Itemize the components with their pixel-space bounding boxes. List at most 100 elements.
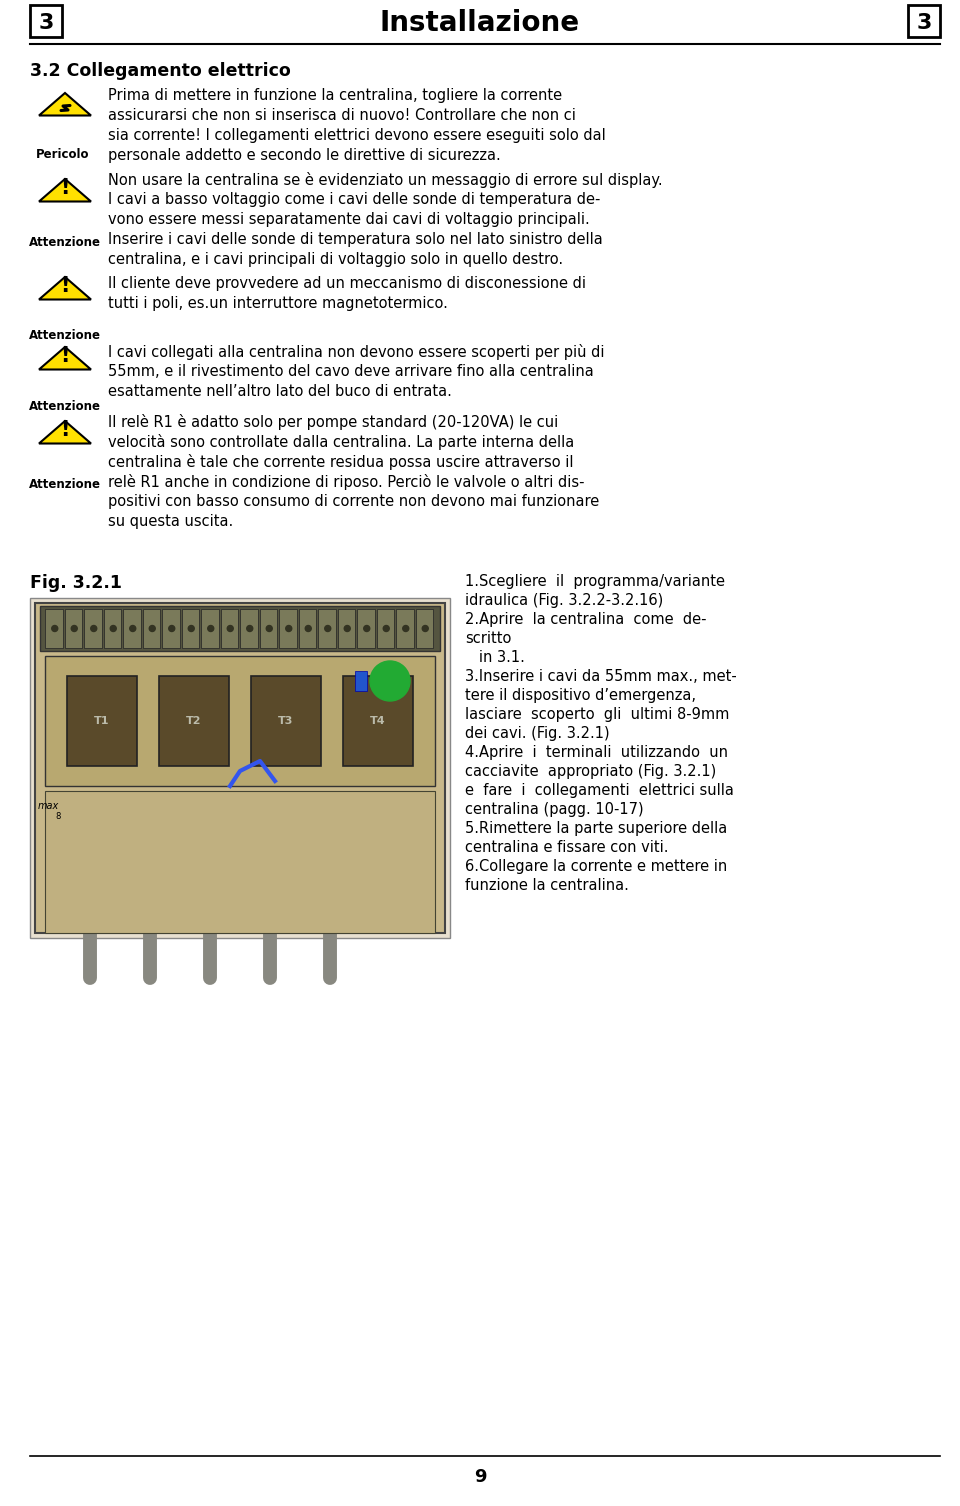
FancyBboxPatch shape xyxy=(396,608,414,648)
FancyBboxPatch shape xyxy=(338,608,355,648)
Text: Il cliente deve provvedere ad un meccanismo di disconessione di: Il cliente deve provvedere ad un meccani… xyxy=(108,276,586,291)
Text: 1.Scegliere  il  programma/variante: 1.Scegliere il programma/variante xyxy=(465,574,725,589)
Circle shape xyxy=(71,625,77,631)
FancyBboxPatch shape xyxy=(221,608,238,648)
Text: 3.2 Collegamento elettrico: 3.2 Collegamento elettrico xyxy=(30,62,291,80)
FancyBboxPatch shape xyxy=(45,791,435,934)
FancyBboxPatch shape xyxy=(908,5,940,38)
Text: T2: T2 xyxy=(186,715,202,726)
Circle shape xyxy=(110,625,116,631)
Text: 2.Aprire  la centralina  come  de-: 2.Aprire la centralina come de- xyxy=(465,611,707,626)
Text: I cavi collegati alla centralina non devono essere scoperti per più di: I cavi collegati alla centralina non dev… xyxy=(108,343,605,360)
FancyBboxPatch shape xyxy=(162,608,180,648)
FancyBboxPatch shape xyxy=(318,608,335,648)
Text: in 3.1.: in 3.1. xyxy=(465,651,525,666)
Text: 3.Inserire i cavi da 55mm max., met-: 3.Inserire i cavi da 55mm max., met- xyxy=(465,669,736,684)
FancyBboxPatch shape xyxy=(35,602,445,934)
FancyBboxPatch shape xyxy=(240,608,257,648)
Text: Il relè R1 è adatto solo per pompe standard (20-120VA) le cui: Il relè R1 è adatto solo per pompe stand… xyxy=(108,414,559,431)
FancyBboxPatch shape xyxy=(30,598,450,938)
Text: Attenzione: Attenzione xyxy=(29,236,101,248)
FancyBboxPatch shape xyxy=(357,608,374,648)
FancyBboxPatch shape xyxy=(251,676,321,767)
Circle shape xyxy=(169,625,175,631)
Circle shape xyxy=(130,625,135,631)
FancyBboxPatch shape xyxy=(355,672,367,691)
FancyBboxPatch shape xyxy=(142,608,160,648)
Circle shape xyxy=(305,625,311,631)
Text: su questa uscita.: su questa uscita. xyxy=(108,514,233,529)
Text: funzione la centralina.: funzione la centralina. xyxy=(465,878,629,893)
Polygon shape xyxy=(39,93,91,116)
Text: !: ! xyxy=(60,345,70,366)
FancyBboxPatch shape xyxy=(67,676,137,767)
Circle shape xyxy=(286,625,292,631)
Text: relè R1 anche in condizione di riposo. Perciò le valvole o altri dis-: relè R1 anche in condizione di riposo. P… xyxy=(108,474,585,489)
Circle shape xyxy=(228,625,233,631)
FancyBboxPatch shape xyxy=(299,608,316,648)
Circle shape xyxy=(266,625,273,631)
Text: scritto: scritto xyxy=(465,631,512,646)
Text: !: ! xyxy=(60,178,70,197)
Text: Attenzione: Attenzione xyxy=(29,477,101,491)
Polygon shape xyxy=(39,422,91,443)
Text: T4: T4 xyxy=(371,715,386,726)
Polygon shape xyxy=(39,277,91,300)
Text: sia corrente! I collegamenti elettrici devono essere eseguiti solo dal: sia corrente! I collegamenti elettrici d… xyxy=(108,128,606,143)
Text: tutti i poli, es.un interruttore magnetotermico.: tutti i poli, es.un interruttore magneto… xyxy=(108,297,448,312)
Polygon shape xyxy=(39,179,91,202)
Text: velocità sono controllate dalla centralina. La parte interna della: velocità sono controllate dalla centrali… xyxy=(108,434,574,450)
Text: T3: T3 xyxy=(278,715,294,726)
FancyBboxPatch shape xyxy=(279,608,297,648)
Text: Non usare la centralina se è evidenziato un messaggio di errore sul display.: Non usare la centralina se è evidenziato… xyxy=(108,172,662,188)
Circle shape xyxy=(324,625,331,631)
FancyBboxPatch shape xyxy=(343,676,413,767)
Text: 4.Aprire  i  terminali  utilizzando  un: 4.Aprire i terminali utilizzando un xyxy=(465,745,728,761)
Circle shape xyxy=(345,625,350,631)
Circle shape xyxy=(52,625,58,631)
Text: e  fare  i  collegamenti  elettrici sulla: e fare i collegamenti elettrici sulla xyxy=(465,783,733,798)
FancyBboxPatch shape xyxy=(201,608,219,648)
Text: positivi con basso consumo di corrente non devono mai funzionare: positivi con basso consumo di corrente n… xyxy=(108,494,599,509)
Text: esattamente nell’altro lato del buco di entrata.: esattamente nell’altro lato del buco di … xyxy=(108,384,452,399)
FancyBboxPatch shape xyxy=(104,608,121,648)
Text: personale addetto e secondo le direttive di sicurezza.: personale addetto e secondo le direttive… xyxy=(108,148,501,163)
FancyBboxPatch shape xyxy=(181,608,199,648)
Text: Prima di mettere in funzione la centralina, togliere la corrente: Prima di mettere in funzione la centrali… xyxy=(108,87,563,102)
Text: centralina (pagg. 10-17): centralina (pagg. 10-17) xyxy=(465,803,643,816)
Circle shape xyxy=(149,625,156,631)
Text: 6.Collegare la corrente e mettere in: 6.Collegare la corrente e mettere in xyxy=(465,858,728,873)
Text: I cavi a basso voltaggio come i cavi delle sonde di temperatura de-: I cavi a basso voltaggio come i cavi del… xyxy=(108,191,600,206)
FancyBboxPatch shape xyxy=(45,608,62,648)
Text: 3: 3 xyxy=(916,12,932,33)
Text: 55mm, e il rivestimento del cavo deve arrivare fino alla centralina: 55mm, e il rivestimento del cavo deve ar… xyxy=(108,364,593,380)
Polygon shape xyxy=(39,346,91,369)
Circle shape xyxy=(383,625,389,631)
FancyBboxPatch shape xyxy=(259,608,277,648)
Circle shape xyxy=(247,625,252,631)
Text: 3: 3 xyxy=(38,12,54,33)
Circle shape xyxy=(370,661,410,700)
Text: vono essere messi separatamente dai cavi di voltaggio principali.: vono essere messi separatamente dai cavi… xyxy=(108,212,589,227)
Circle shape xyxy=(91,625,97,631)
FancyBboxPatch shape xyxy=(30,5,62,38)
Text: centralina, e i cavi principali di voltaggio solo in quello destro.: centralina, e i cavi principali di volta… xyxy=(108,252,564,267)
Text: Inserire i cavi delle sonde di temperatura solo nel lato sinistro della: Inserire i cavi delle sonde di temperatu… xyxy=(108,232,603,247)
FancyBboxPatch shape xyxy=(45,657,435,786)
FancyBboxPatch shape xyxy=(84,608,102,648)
Circle shape xyxy=(403,625,409,631)
FancyBboxPatch shape xyxy=(376,608,394,648)
Circle shape xyxy=(207,625,214,631)
FancyBboxPatch shape xyxy=(123,608,140,648)
FancyBboxPatch shape xyxy=(40,605,440,651)
Text: T1: T1 xyxy=(94,715,109,726)
Circle shape xyxy=(364,625,370,631)
Text: lasciare  scoperto  gli  ultimi 8-9mm: lasciare scoperto gli ultimi 8-9mm xyxy=(465,706,730,721)
Text: !: ! xyxy=(60,420,70,440)
Text: Installazione: Installazione xyxy=(380,9,580,36)
Text: tere il dispositivo d’emergenza,: tere il dispositivo d’emergenza, xyxy=(465,688,696,703)
Text: dei cavi. (Fig. 3.2.1): dei cavi. (Fig. 3.2.1) xyxy=(465,726,610,741)
Text: assicurarsi che non si inserisca di nuovo! Controllare che non ci: assicurarsi che non si inserisca di nuov… xyxy=(108,108,576,123)
Text: cacciavite  appropriato (Fig. 3.2.1): cacciavite appropriato (Fig. 3.2.1) xyxy=(465,764,716,779)
Text: 5.Rimettere la parte superiore della: 5.Rimettere la parte superiore della xyxy=(465,821,728,836)
